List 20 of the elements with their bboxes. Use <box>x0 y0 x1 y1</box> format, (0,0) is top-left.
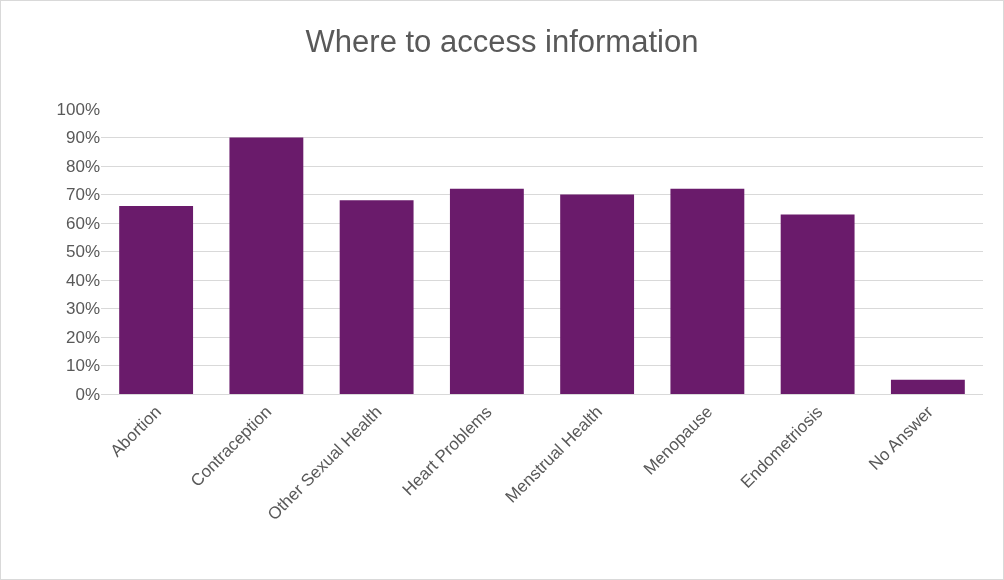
chart-title: Where to access information <box>305 24 699 60</box>
y-tick-label: 30% <box>65 299 100 319</box>
bar <box>670 188 745 394</box>
y-tick-label: 60% <box>65 213 100 233</box>
y-tick-label: 80% <box>65 156 100 176</box>
y-tick-label: 10% <box>65 356 100 376</box>
bar <box>449 188 524 394</box>
y-tick-label: 70% <box>65 185 100 205</box>
y-tick-label: 100% <box>56 99 100 119</box>
y-tick-label: 90% <box>65 128 100 148</box>
y-tick-label: 40% <box>65 270 100 290</box>
bar <box>560 194 635 394</box>
y-tick-label: 20% <box>65 327 100 347</box>
bar <box>339 200 414 394</box>
bar <box>119 205 194 394</box>
bar <box>229 137 304 394</box>
bar <box>780 214 855 394</box>
y-tick-label: 0% <box>75 384 100 404</box>
bar <box>890 379 965 394</box>
y-tick-label: 50% <box>65 242 100 262</box>
